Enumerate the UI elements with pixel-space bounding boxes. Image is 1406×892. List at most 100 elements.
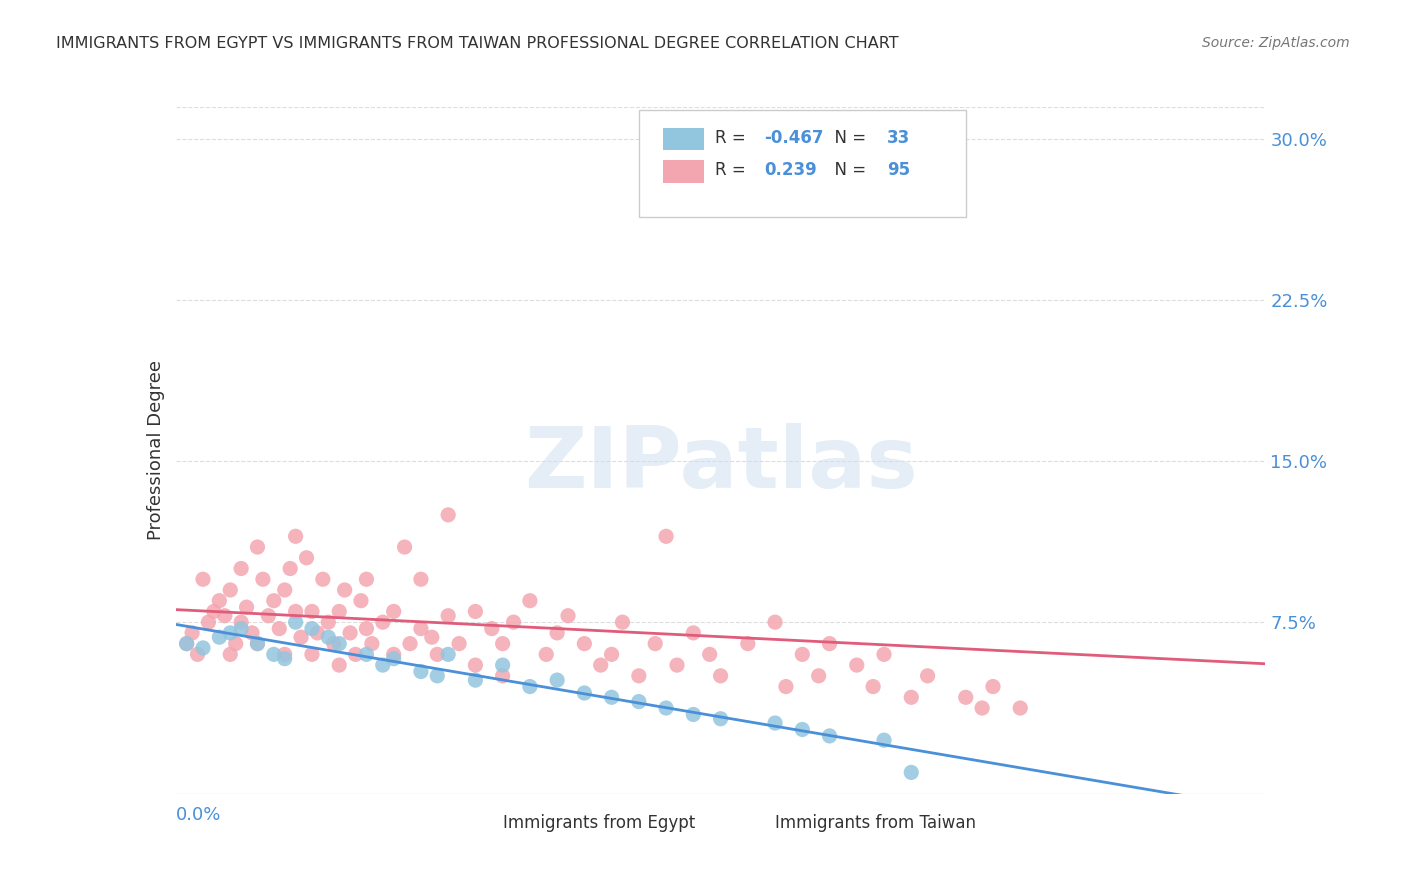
Point [301,648,323,662]
Point [312,572,335,586]
Point [818,729,841,743]
Point [981,680,1004,694]
Point [318,615,340,630]
Point [225,637,247,651]
FancyBboxPatch shape [737,817,768,834]
Point [519,680,541,694]
Point [666,658,689,673]
Point [269,622,291,636]
Point [437,608,460,623]
Point [775,680,797,694]
Point [589,658,612,673]
Point [333,582,356,597]
Point [186,648,209,662]
Point [382,651,405,665]
Point [426,669,449,683]
Text: 0.239: 0.239 [765,161,817,179]
Point [356,648,378,662]
Point [437,508,460,522]
Point [873,648,896,662]
Point [371,658,394,673]
Point [176,637,198,651]
Point [955,690,977,705]
Point [382,604,405,618]
Point [231,622,253,636]
Point [214,608,236,623]
Point [600,648,623,662]
FancyBboxPatch shape [662,160,704,183]
Point [295,550,318,565]
Point [284,604,307,618]
Point [557,608,579,623]
Point [426,648,449,662]
Text: 95: 95 [887,161,911,179]
Point [655,701,678,715]
Point [807,669,830,683]
Point [409,622,432,636]
Point [710,712,733,726]
Point [322,637,344,651]
Point [917,669,939,683]
Point [447,637,470,651]
Text: Immigrants from Taiwan: Immigrants from Taiwan [775,814,976,831]
Point [519,593,541,607]
FancyBboxPatch shape [464,817,495,834]
Point [231,615,253,630]
Point [492,669,515,683]
Point [600,690,623,705]
Point [318,630,340,644]
Point [252,572,274,586]
Point [682,626,704,640]
Point [644,637,666,651]
Point [382,648,405,662]
Point [371,615,394,630]
Text: N =: N = [824,161,872,179]
Point [928,164,950,178]
Point [278,561,301,575]
Text: R =: R = [716,161,751,179]
Text: Source: ZipAtlas.com: Source: ZipAtlas.com [1202,36,1350,50]
Point [191,640,214,655]
Point [763,716,786,731]
Point [900,690,922,705]
Point [356,622,378,636]
Point [492,658,515,673]
Point [699,648,721,662]
Point [284,615,307,630]
Point [274,648,297,662]
Point [394,540,416,554]
Point [176,637,198,651]
Point [534,648,557,662]
Point [202,604,225,618]
Point [274,651,297,665]
Point [574,637,596,651]
Text: 0.0%: 0.0% [176,806,221,824]
Point [546,626,568,640]
Point [219,582,242,597]
Point [873,733,896,747]
Point [546,673,568,687]
Point [682,707,704,722]
Point [246,637,269,651]
Point [627,669,650,683]
Point [710,669,733,683]
Point [970,701,993,715]
Text: 33: 33 [887,129,911,147]
Point [208,593,231,607]
Point [307,626,329,640]
Point [274,582,297,597]
Point [208,630,231,644]
Point [437,648,460,662]
Point [399,637,422,651]
Point [197,615,219,630]
Point [328,604,350,618]
Point [737,637,759,651]
Point [763,615,786,630]
Text: R =: R = [716,129,751,147]
Point [900,765,922,780]
Point [301,604,323,618]
Point [502,615,524,630]
Point [1010,701,1032,715]
Point [420,630,443,644]
Point [219,626,242,640]
